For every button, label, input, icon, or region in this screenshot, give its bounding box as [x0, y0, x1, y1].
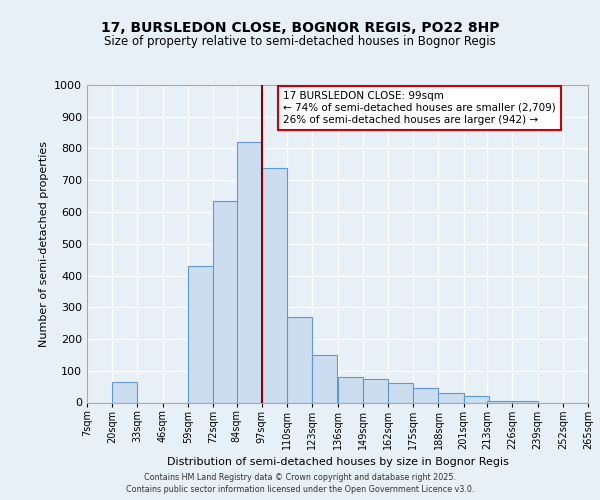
Bar	[439, 393, 464, 402]
Bar	[287, 317, 312, 402]
Bar	[487, 401, 512, 402]
Bar	[236, 142, 262, 403]
Bar	[413, 388, 439, 402]
Bar	[213, 201, 238, 402]
Bar	[262, 168, 287, 402]
Text: Size of property relative to semi-detached houses in Bognor Regis: Size of property relative to semi-detach…	[104, 34, 496, 48]
Bar	[512, 401, 538, 402]
Bar	[337, 377, 363, 402]
Y-axis label: Number of semi-detached properties: Number of semi-detached properties	[38, 141, 49, 347]
Bar	[464, 396, 489, 402]
Text: 17, BURSLEDON CLOSE, BOGNOR REGIS, PO22 8HP: 17, BURSLEDON CLOSE, BOGNOR REGIS, PO22 …	[101, 20, 499, 34]
Bar	[388, 384, 413, 402]
Bar	[112, 382, 137, 402]
Bar	[363, 378, 388, 402]
X-axis label: Distribution of semi-detached houses by size in Bognor Regis: Distribution of semi-detached houses by …	[167, 458, 508, 468]
Text: 17 BURSLEDON CLOSE: 99sqm
← 74% of semi-detached houses are smaller (2,709)
26% : 17 BURSLEDON CLOSE: 99sqm ← 74% of semi-…	[283, 92, 556, 124]
Text: Contains HM Land Registry data © Crown copyright and database right 2025.
Contai: Contains HM Land Registry data © Crown c…	[126, 472, 474, 494]
Bar	[312, 355, 337, 403]
Bar	[188, 266, 213, 402]
